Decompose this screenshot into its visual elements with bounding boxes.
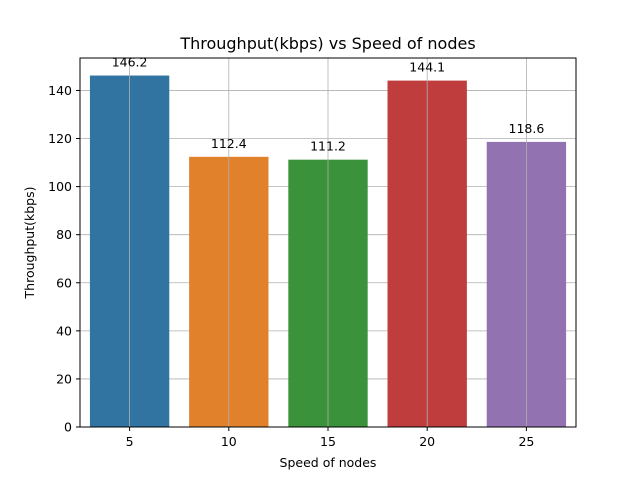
y-tick-label: 0	[64, 420, 72, 435]
y-tick-label: 120	[48, 131, 72, 146]
y-tick-label: 80	[56, 227, 72, 242]
data-labels: 146.2 112.4 111.2 144.1 118.6	[112, 55, 545, 154]
chart-title: Throughput(kbps) vs Speed of nodes	[179, 34, 475, 53]
y-tick-label: 100	[48, 179, 72, 194]
x-axis-label: Speed of nodes	[280, 455, 377, 470]
y-axis-label: Throughput(kbps)	[22, 187, 37, 300]
y-tick-label: 60	[56, 275, 72, 290]
bar-data-label: 146.2	[112, 55, 148, 70]
bar-data-label: 118.6	[509, 121, 545, 136]
x-tick-label: 15	[320, 434, 336, 449]
x-axis-ticks: 5 10 15 20 25	[126, 427, 534, 449]
y-axis-ticks: 0 20 40 60 80 100 120 140	[48, 83, 80, 435]
bar-data-label: 144.1	[409, 60, 445, 75]
x-tick-label: 5	[126, 434, 134, 449]
x-tick-label: 20	[419, 434, 435, 449]
x-gridlines	[129, 58, 527, 427]
bar-data-label: 111.2	[310, 139, 346, 154]
bar-data-label: 112.4	[211, 136, 247, 151]
x-tick-label: 10	[221, 434, 237, 449]
x-tick-label: 25	[518, 434, 534, 449]
y-tick-label: 20	[56, 371, 72, 386]
y-tick-label: 140	[48, 83, 72, 98]
y-tick-label: 40	[56, 323, 72, 338]
